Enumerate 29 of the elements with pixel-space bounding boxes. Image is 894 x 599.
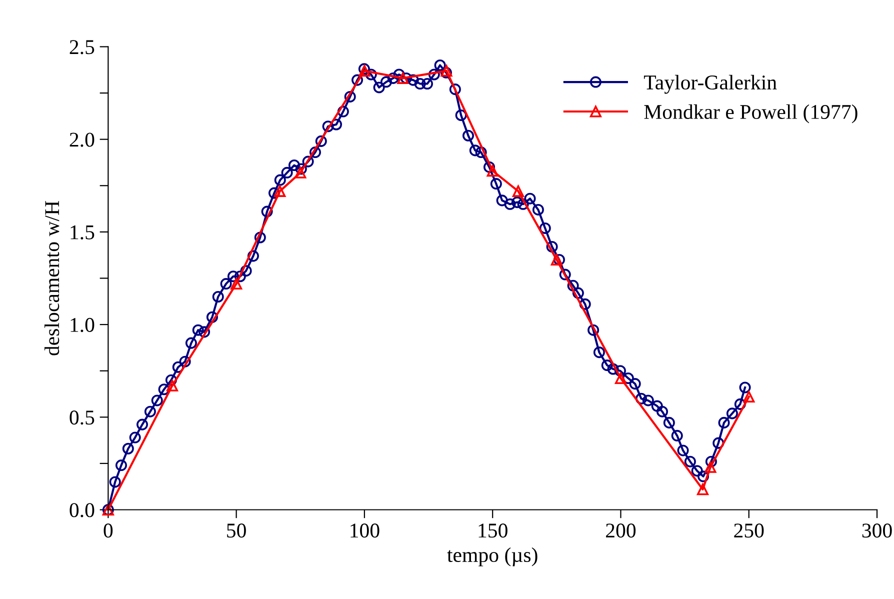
x-tick-label: 150 xyxy=(478,524,508,538)
point xyxy=(397,72,409,84)
y-axis-title: deslocamento w/H xyxy=(44,201,60,356)
point xyxy=(614,372,626,384)
point xyxy=(230,278,242,290)
x-tick-label: 250 xyxy=(734,524,764,538)
y-tick-label: 2.5 xyxy=(70,40,94,54)
point xyxy=(704,461,716,473)
x-tick-label: 200 xyxy=(606,524,636,538)
legend-label: Taylor-Galerkin xyxy=(644,74,777,94)
point xyxy=(696,484,709,496)
y-tick-label: 1.5 xyxy=(70,225,94,240)
y-tick-label: 2.0 xyxy=(70,132,94,147)
point xyxy=(274,185,286,197)
x-axis-title: tempo (µs) xyxy=(447,547,538,566)
legend-label: Mondkar e Powell (1977) xyxy=(644,104,858,124)
point xyxy=(486,165,498,177)
point xyxy=(743,391,755,403)
point xyxy=(166,380,178,392)
y-tick-label: 0.0 xyxy=(70,503,94,518)
y-tick-label: 0.5 xyxy=(70,410,94,425)
point xyxy=(550,254,562,266)
x-tick-label: 0 xyxy=(104,524,113,538)
x-tick-label: 50 xyxy=(227,524,246,538)
y-tick-label: 1.0 xyxy=(70,318,94,332)
point xyxy=(512,185,524,197)
point xyxy=(294,166,306,178)
x-tick-label: 300 xyxy=(862,524,892,538)
x-tick-label: 100 xyxy=(350,524,380,538)
